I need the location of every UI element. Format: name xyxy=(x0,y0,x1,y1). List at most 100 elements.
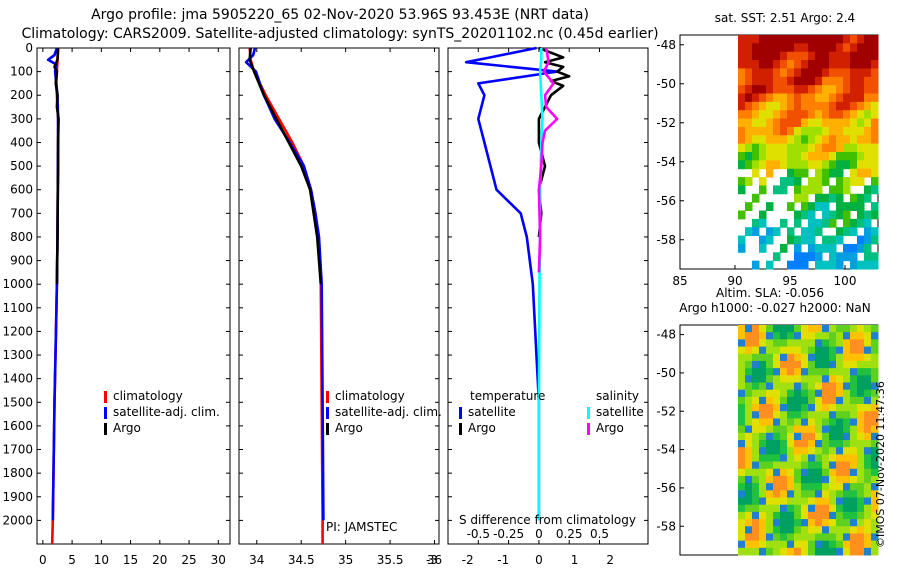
sla-cell xyxy=(794,468,802,477)
sst-cell xyxy=(836,43,844,53)
sst-cell xyxy=(871,126,879,136)
sla-cell xyxy=(794,440,802,448)
sla-cell xyxy=(766,368,774,376)
sla-cell xyxy=(780,360,788,369)
sla-cell xyxy=(794,454,802,463)
sla-cell xyxy=(822,353,830,362)
sst-cell xyxy=(850,243,858,253)
x-tick-label: 34 xyxy=(249,553,264,567)
sla-cell xyxy=(738,468,746,477)
sla-cell xyxy=(808,325,816,333)
sla-cell xyxy=(801,339,809,348)
sst-cell xyxy=(857,126,865,136)
sla-cell xyxy=(738,497,746,506)
sst-cell xyxy=(871,227,879,237)
sla-cell xyxy=(822,418,830,427)
sla-cell xyxy=(801,497,809,506)
sst-cell xyxy=(759,177,767,186)
sst-cell xyxy=(864,218,872,228)
sst-cell xyxy=(864,85,872,94)
sst-cell xyxy=(766,235,774,245)
sla-cell xyxy=(815,519,823,527)
sla-cell xyxy=(836,519,844,527)
series-line-temperature-satellite xyxy=(464,46,559,521)
y-tick-label: 1500 xyxy=(2,395,33,409)
sla-cell xyxy=(752,533,760,542)
sla-cell xyxy=(773,375,781,383)
sla-cell xyxy=(815,461,823,470)
sla-cell xyxy=(829,353,837,362)
sla-cell xyxy=(864,432,872,441)
sla-cell xyxy=(759,483,767,491)
sla-cell xyxy=(745,389,753,398)
sla-cell xyxy=(822,454,830,463)
sst-cell xyxy=(787,35,795,44)
sla-cell xyxy=(780,404,788,412)
sla-cell xyxy=(787,454,795,463)
legend-label-satellite: satellite-adj. clim. xyxy=(113,405,220,419)
sla-cell xyxy=(773,504,781,513)
sla-cell xyxy=(773,389,781,398)
sla-cell xyxy=(808,382,816,391)
sla-cell xyxy=(850,526,858,534)
sst-cell xyxy=(843,243,851,253)
sst-cell xyxy=(801,110,809,120)
sla-cell xyxy=(773,511,781,520)
sla-cell xyxy=(836,468,844,477)
sst-cell xyxy=(829,243,837,253)
sst-cell xyxy=(843,126,851,136)
sst-cell xyxy=(801,68,809,78)
sst-cell xyxy=(745,60,753,69)
sst-cell xyxy=(787,152,795,161)
x2-tick-label: -3 xyxy=(426,553,438,567)
sla-cell xyxy=(745,353,753,362)
sst-cell xyxy=(801,168,809,178)
sla-cell xyxy=(773,325,781,333)
sla-cell xyxy=(752,375,760,383)
sla-cell xyxy=(822,382,830,391)
sla-cell xyxy=(759,475,767,484)
sla-cell xyxy=(780,497,788,506)
legend-swatch-temp-argo xyxy=(459,423,462,435)
sst-cell xyxy=(759,185,767,195)
sst-cell xyxy=(738,160,746,170)
sst-cell xyxy=(752,193,760,203)
sla-cell xyxy=(871,382,879,391)
legend-label-argo: Argo xyxy=(335,421,363,435)
sst-cell xyxy=(794,143,802,153)
sla-cell xyxy=(857,432,865,441)
sla-cell xyxy=(773,368,781,376)
sla-cell xyxy=(801,468,809,477)
map-x-tick-label: 85 xyxy=(672,274,687,288)
sst-cell xyxy=(864,101,872,111)
sla-cell xyxy=(794,418,802,427)
sla-cell xyxy=(864,375,872,383)
sla-cell xyxy=(850,490,858,498)
sla-cell xyxy=(857,440,865,448)
sla-cell xyxy=(801,475,809,484)
salinity-legend: climatology satellite-adj. clim. Argo PI… xyxy=(326,389,442,534)
sst-cell xyxy=(794,110,802,120)
sst-cell xyxy=(738,60,746,69)
map-y-tick-label: -48 xyxy=(656,328,676,342)
sla-cell xyxy=(808,332,816,340)
sst-cell xyxy=(850,76,858,86)
sla-cell xyxy=(759,368,767,376)
sst-cell xyxy=(864,235,872,245)
sla-cell xyxy=(766,375,774,383)
sla-cell xyxy=(843,440,851,448)
sla-cell xyxy=(850,411,858,419)
sla-cell xyxy=(808,547,816,556)
sla-cell xyxy=(871,346,879,355)
x-tick-label: 0 xyxy=(535,527,543,541)
sla-cell xyxy=(857,425,865,434)
series-line-satellite-adj-clim- xyxy=(244,47,325,521)
sla-cell xyxy=(794,526,802,534)
sst-cell xyxy=(822,243,830,253)
sla-cell xyxy=(864,454,872,463)
sla-cell xyxy=(773,353,781,362)
sla-cell xyxy=(822,346,830,355)
sla-cell xyxy=(794,497,802,506)
sst-cell xyxy=(850,35,858,44)
sst-cell xyxy=(836,68,844,78)
